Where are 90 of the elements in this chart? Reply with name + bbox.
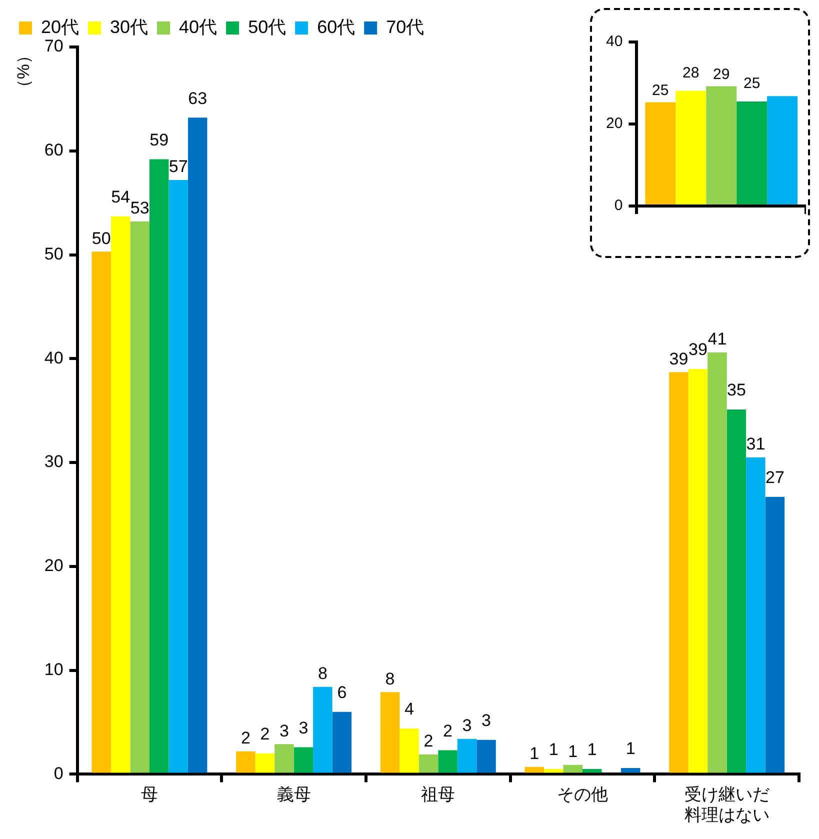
data-label: 1: [548, 740, 558, 760]
legend-label: 40代: [179, 16, 218, 37]
bar: [332, 712, 352, 773]
legend-label: 20代: [41, 16, 80, 37]
bar: [110, 216, 130, 773]
legend-label: 50代: [248, 16, 286, 37]
bar: [524, 766, 544, 773]
bar: [130, 222, 150, 773]
data-label: 4: [404, 700, 414, 719]
data-label: 3: [462, 716, 472, 736]
data-label: 1: [568, 742, 578, 762]
bar: [544, 769, 564, 773]
y-tick-label: 10: [44, 660, 64, 679]
bar: [676, 90, 706, 204]
bar: [149, 159, 169, 773]
y-tick-label: 30: [44, 452, 64, 472]
data-label: 1: [530, 744, 540, 764]
legend-label: 60代: [317, 16, 356, 37]
bar: [418, 754, 438, 773]
data-label: 57: [168, 157, 188, 176]
y-axis-title: （%）: [14, 47, 33, 96]
data-label: 1: [587, 740, 597, 760]
data-label: 2: [260, 724, 270, 744]
bar: [294, 747, 314, 773]
y-tick-label: 40: [606, 33, 623, 50]
data-label: 35: [726, 380, 746, 400]
bar: [708, 352, 727, 773]
bar: [645, 102, 676, 204]
bar: [457, 738, 477, 773]
bar: [765, 496, 785, 773]
bar: [582, 769, 602, 773]
y-tick-label: 60: [44, 140, 64, 160]
y-tick-label: 70: [44, 36, 64, 56]
data-label: 8: [385, 669, 395, 688]
bar: [438, 750, 458, 773]
legend-label: 70代: [386, 16, 424, 37]
bar: [476, 740, 496, 773]
bar: [255, 753, 275, 773]
bar: [313, 686, 332, 773]
data-label: 8: [318, 664, 328, 684]
data-label: 2: [240, 728, 250, 748]
data-label: 3: [279, 721, 289, 740]
data-label: 3: [298, 718, 308, 738]
y-tick-label: 20: [606, 115, 623, 132]
bar: [688, 369, 708, 773]
data-label: 39: [669, 349, 688, 368]
x-tick-label: 義母: [276, 785, 311, 804]
bar: [736, 101, 768, 204]
y-tick-label: 50: [44, 244, 64, 264]
y-tick-label: 0: [54, 764, 64, 783]
x-tick-label: 祖母: [421, 785, 456, 804]
y-tick-label: 20: [44, 556, 64, 576]
data-label: 25: [743, 75, 760, 92]
data-label: 2: [424, 732, 434, 751]
bar: [669, 372, 688, 773]
data-label: 25: [652, 82, 669, 99]
legend-label: 30代: [110, 16, 148, 37]
data-label: 29: [713, 66, 730, 83]
data-label: 1: [626, 739, 636, 758]
data-label: 50: [92, 228, 111, 248]
bar: [746, 457, 766, 773]
data-label: 6: [337, 683, 347, 702]
data-label: 31: [746, 434, 766, 454]
data-label: 27: [765, 468, 784, 488]
y-tick-label: 40: [44, 348, 64, 368]
bar: [236, 751, 256, 773]
data-label: 28: [682, 64, 700, 82]
x-tick-label: その他: [556, 785, 608, 804]
x-tick-label: 受け継いだ料理はない: [684, 785, 770, 824]
data-label: 41: [708, 330, 727, 349]
bar: [706, 86, 737, 204]
bar: [188, 118, 208, 773]
x-tick-label: 母: [140, 785, 158, 804]
data-label: 2: [443, 721, 453, 740]
y-tick-label: 0: [614, 197, 623, 214]
bar: [400, 728, 419, 773]
data-label: 63: [188, 88, 208, 108]
bar: [274, 744, 294, 773]
data-label: 39: [688, 340, 708, 360]
data-label: 53: [130, 198, 150, 218]
data-label: 3: [482, 711, 491, 730]
data-label: 54: [111, 188, 130, 207]
bar: [767, 96, 798, 204]
bar: [726, 410, 746, 773]
bar: [620, 768, 640, 773]
data-label: 59: [150, 130, 169, 150]
bar: [92, 252, 111, 773]
bar: [563, 764, 582, 773]
bar: [168, 180, 188, 773]
bar: [380, 692, 400, 773]
